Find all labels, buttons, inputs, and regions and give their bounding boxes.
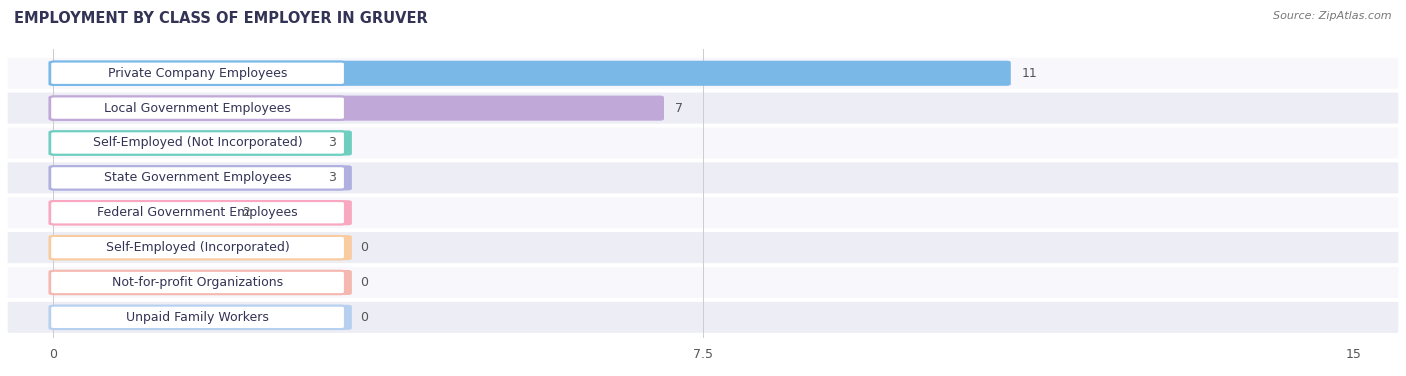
FancyBboxPatch shape — [48, 130, 352, 156]
FancyBboxPatch shape — [7, 302, 1399, 333]
FancyBboxPatch shape — [48, 96, 664, 121]
Text: Federal Government Employees: Federal Government Employees — [97, 206, 298, 219]
FancyBboxPatch shape — [7, 162, 1399, 193]
Text: Not-for-profit Organizations: Not-for-profit Organizations — [112, 276, 283, 289]
FancyBboxPatch shape — [7, 127, 1399, 159]
FancyBboxPatch shape — [51, 236, 344, 259]
FancyBboxPatch shape — [51, 306, 344, 329]
Text: 7: 7 — [675, 102, 683, 115]
Text: 11: 11 — [1022, 67, 1038, 80]
FancyBboxPatch shape — [48, 165, 352, 190]
FancyBboxPatch shape — [48, 305, 352, 330]
FancyBboxPatch shape — [51, 62, 344, 85]
FancyBboxPatch shape — [48, 235, 352, 260]
Text: 0: 0 — [360, 311, 368, 324]
FancyBboxPatch shape — [51, 201, 344, 224]
FancyBboxPatch shape — [48, 61, 1011, 86]
Text: Private Company Employees: Private Company Employees — [108, 67, 287, 80]
Text: 3: 3 — [329, 136, 336, 150]
FancyBboxPatch shape — [7, 197, 1399, 228]
FancyBboxPatch shape — [7, 92, 1399, 124]
Text: EMPLOYMENT BY CLASS OF EMPLOYER IN GRUVER: EMPLOYMENT BY CLASS OF EMPLOYER IN GRUVE… — [14, 11, 427, 26]
FancyBboxPatch shape — [48, 200, 352, 225]
FancyBboxPatch shape — [51, 131, 344, 155]
Text: Local Government Employees: Local Government Employees — [104, 102, 291, 115]
Text: 0: 0 — [360, 276, 368, 289]
Text: 2: 2 — [242, 206, 250, 219]
FancyBboxPatch shape — [7, 58, 1399, 89]
Text: 0: 0 — [360, 241, 368, 254]
Text: Self-Employed (Not Incorporated): Self-Employed (Not Incorporated) — [93, 136, 302, 150]
FancyBboxPatch shape — [48, 270, 352, 295]
Text: Unpaid Family Workers: Unpaid Family Workers — [127, 311, 269, 324]
FancyBboxPatch shape — [51, 166, 344, 190]
FancyBboxPatch shape — [7, 232, 1399, 263]
FancyBboxPatch shape — [7, 267, 1399, 298]
Text: State Government Employees: State Government Employees — [104, 171, 291, 184]
FancyBboxPatch shape — [51, 271, 344, 294]
Text: Source: ZipAtlas.com: Source: ZipAtlas.com — [1274, 11, 1392, 21]
Text: Self-Employed (Incorporated): Self-Employed (Incorporated) — [105, 241, 290, 254]
Text: 3: 3 — [329, 171, 336, 184]
FancyBboxPatch shape — [51, 96, 344, 120]
